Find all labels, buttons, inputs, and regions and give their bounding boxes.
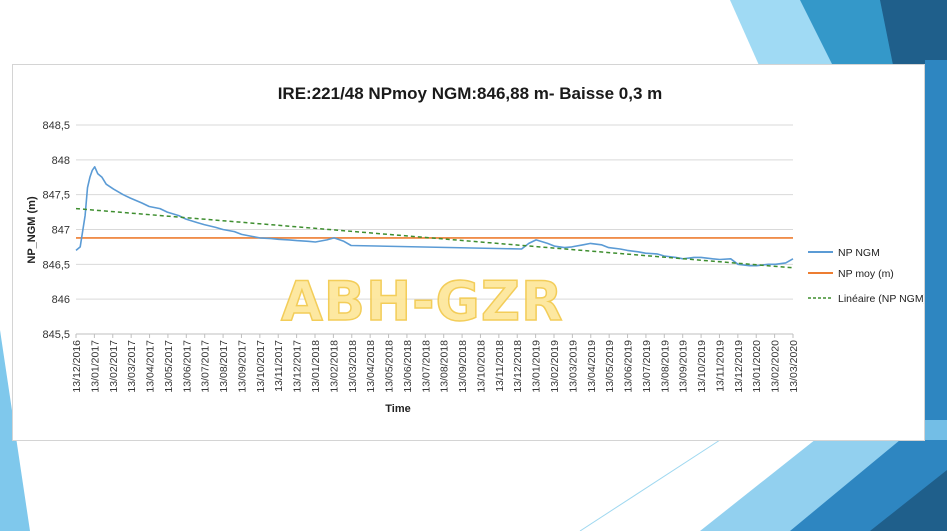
x-tick-label: 13/01/2020 [751, 340, 763, 393]
x-tick-label: 13/10/2018 [475, 340, 487, 393]
chart-title: IRE:221/48 NPmoy NGM:846,88 m- Baisse 0,… [278, 84, 663, 103]
x-tick-label: 13/02/2017 [108, 340, 120, 393]
x-tick-label: 13/07/2018 [420, 340, 432, 393]
x-tick-label: 13/01/2019 [531, 340, 543, 393]
x-tick-label: 13/03/2018 [347, 340, 359, 393]
x-tick-label: 13/04/2017 [145, 340, 157, 393]
x-tick-label: 13/12/2019 [733, 340, 745, 393]
x-tick-label: 13/03/2017 [126, 340, 138, 393]
x-tick-label: 13/11/2019 [714, 340, 726, 392]
series-np-ngm-line [75, 166, 794, 267]
y-tick-label: 848 [52, 155, 70, 167]
series-lines [75, 166, 794, 269]
x-tick-label: 13/12/2017 [292, 340, 304, 393]
x-tick-label: 13/05/2019 [604, 340, 616, 393]
x-tick-label: 13/01/2017 [89, 340, 101, 393]
x-tick-label: 13/06/2019 [623, 340, 635, 393]
legend: NP NGM NP moy (m) Linéaire (NP NGM) [808, 247, 924, 305]
x-tick-label: 13/07/2019 [641, 340, 653, 393]
y-axis-label: NP_NGM (m) [26, 196, 38, 264]
x-tick-labels: 13/12/2016 13/01/2017 13/02/2017 13/03/2017… [71, 334, 800, 393]
x-tick-label: 13/09/2018 [457, 340, 469, 393]
watermark: ABH-GZR [280, 269, 564, 334]
x-tick-label: 13/11/2017 [273, 340, 285, 392]
x-tick-label: 13/10/2019 [696, 340, 708, 393]
x-tick-label: 13/10/2017 [255, 340, 267, 393]
x-axis-label: Time [385, 403, 410, 415]
y-tick-label: 846 [52, 294, 70, 306]
line-chart: IRE:221/48 NPmoy NGM:846,88 m- Baisse 0,… [26, 84, 924, 415]
x-tick-label: 13/03/2020 [788, 340, 800, 393]
x-tick-label: 13/06/2017 [181, 340, 193, 393]
deco-bottom-dark [870, 470, 947, 531]
x-tick-label: 13/04/2018 [365, 340, 377, 393]
y-gridlines [76, 124, 793, 335]
series-lineaire-line [75, 207, 794, 269]
x-tick-label: 13/01/2018 [310, 340, 322, 393]
x-tick-label: 13/03/2019 [567, 340, 579, 393]
deco-thin-line [579, 439, 721, 531]
x-tick-label: 13/06/2018 [402, 340, 414, 393]
x-tick-label: 13/02/2019 [549, 340, 561, 393]
y-tick-label: 847 [52, 225, 70, 237]
x-tick-label: 13/12/2018 [512, 340, 524, 393]
chart-card: IRE:221/48 NPmoy NGM:846,88 m- Baisse 0,… [12, 64, 925, 441]
y-tick-label: 846,5 [42, 259, 70, 271]
x-tick-label: 13/12/2016 [71, 340, 83, 393]
x-tick-label: 13/11/2018 [494, 340, 506, 392]
x-tick-label: 13/07/2017 [200, 340, 212, 393]
x-tick-label: 13/09/2017 [236, 340, 248, 393]
legend-label-np-moy: NP moy (m) [838, 268, 894, 280]
legend-label-lineaire: Linéaire (NP NGM) [838, 293, 924, 305]
x-tick-label: 13/05/2017 [163, 340, 175, 393]
y-tick-label: 847,5 [42, 190, 70, 202]
x-tick-label: 13/04/2019 [586, 340, 598, 393]
x-tick-label: 13/09/2019 [678, 340, 690, 393]
x-tick-label: 13/02/2020 [770, 340, 782, 393]
x-tick-label: 13/08/2017 [218, 340, 230, 393]
y-tick-labels: 845,5 846 846,5 847 847,5 848 848,5 [42, 120, 70, 341]
x-tick-label: 13/08/2019 [659, 340, 671, 393]
x-tick-label: 13/08/2018 [439, 340, 451, 393]
x-tick-label: 13/02/2018 [328, 340, 340, 393]
legend-label-np-ngm: NP NGM [838, 247, 880, 259]
y-tick-label: 848,5 [42, 120, 70, 132]
deco-right-band [925, 60, 947, 531]
x-tick-label: 13/05/2018 [384, 340, 396, 393]
y-tick-label: 845,5 [42, 329, 70, 341]
